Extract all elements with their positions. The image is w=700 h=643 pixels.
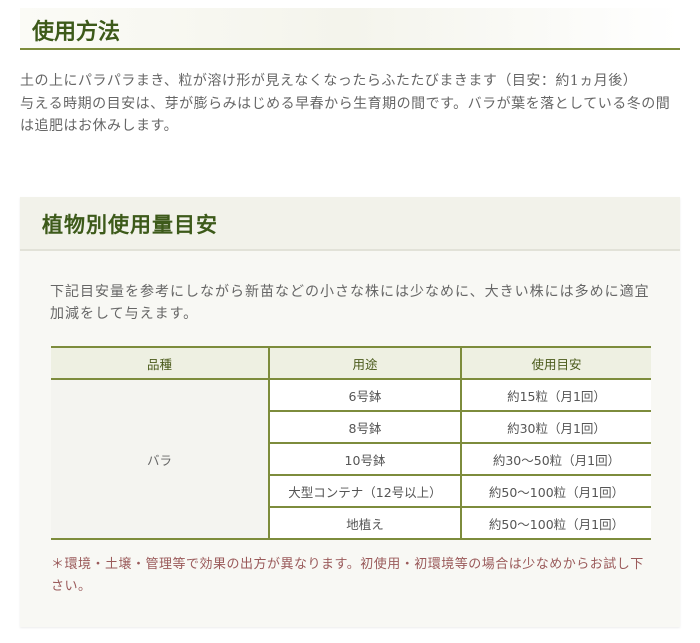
variety-cell: バラ bbox=[51, 378, 269, 540]
table-row: 地植え 約50～100粒（月1回） bbox=[51, 506, 651, 540]
footnote: ＊環境・土壌・管理等で効果の出方が異なります。初使用・初環境等の場合は少なめから… bbox=[51, 557, 644, 594]
use-cell: 6号鉢 bbox=[268, 378, 461, 412]
table-row: バラ 6号鉢 約15粒（月1回） bbox=[51, 378, 651, 540]
table-row: 8号鉢 約30粒（月1回） bbox=[51, 410, 651, 444]
table-row: 大型コンテナ（12号以上） 約50～100粒（月1回） bbox=[51, 474, 651, 508]
usage-paragraph: 与える時期の目安は、芽が膨らみはじめる早春から生育期の間です。バラが葉を落として… bbox=[20, 95, 671, 135]
header-use: 用途 bbox=[268, 346, 461, 380]
use-cell: 10号鉢 bbox=[268, 442, 461, 476]
use-cell: 地植え bbox=[268, 506, 461, 540]
amount-cell: 約30～50粒（月1回） bbox=[460, 442, 651, 476]
amount-table: 品種 用途 使用目安 バラ 6号鉢 約15粒（月1回） 8号鉢 約30粒（月1回… bbox=[51, 346, 651, 540]
amount-cell: 約15粒（月1回） bbox=[460, 378, 651, 412]
amount-cell: 約50～100粒（月1回） bbox=[460, 506, 651, 540]
header-amount: 使用目安 bbox=[460, 346, 651, 380]
usage-paragraph: 土の上にパラパラまき、粒が溶け形が見えなくなったらふたたびまきます（目安：約1ヵ… bbox=[20, 73, 638, 89]
amount-heading: 植物別使用量目安 bbox=[20, 197, 680, 251]
table-row: 10号鉢 約30～50粒（月1回） bbox=[51, 442, 651, 476]
amount-cell: 約50～100粒（月1回） bbox=[460, 474, 651, 508]
amount-cell: 約30粒（月1回） bbox=[460, 410, 651, 444]
usage-heading: 使用方法 bbox=[20, 8, 680, 50]
amount-intro: 下記目安量を参考にしながら新苗などの小さな株には少なめに、大きい株には多めに適宜… bbox=[50, 284, 650, 322]
table-header-row: 品種 用途 使用目安 bbox=[51, 346, 651, 380]
use-cell: 大型コンテナ（12号以上） bbox=[268, 474, 461, 508]
header-variety: 品種 bbox=[51, 346, 269, 380]
usage-text: 土の上にパラパラまき、粒が溶け形が見えなくなったらふたたびまきます（目安：約1ヵ… bbox=[20, 70, 680, 138]
amount-title: 植物別使用量目安 bbox=[42, 212, 218, 237]
use-cell: 8号鉢 bbox=[268, 410, 461, 444]
usage-title: 使用方法 bbox=[32, 19, 121, 45]
amount-section: 植物別使用量目安 下記目安量を参考にしながら新苗などの小さな株には少なめに、大き… bbox=[20, 197, 680, 627]
